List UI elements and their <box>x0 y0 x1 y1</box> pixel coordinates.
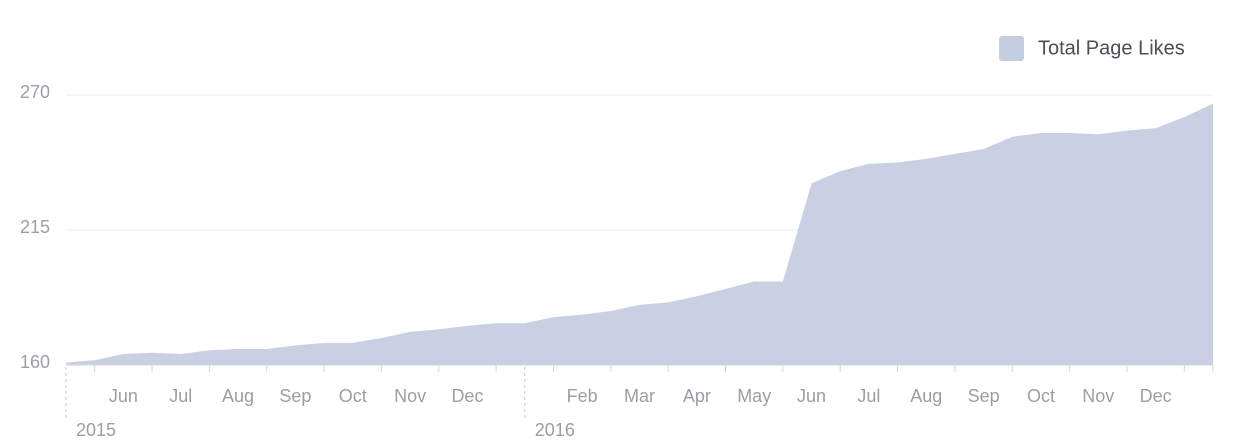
x-tick-label: Oct <box>339 386 367 406</box>
x-tick-label: Mar <box>624 386 655 406</box>
x-tick-label: Dec <box>451 386 483 406</box>
x-tick-label: Jun <box>109 386 138 406</box>
x-tick-label: Feb <box>567 386 598 406</box>
x-tick-label: Aug <box>222 386 254 406</box>
x-tick-label: Jun <box>797 386 826 406</box>
legend-label: Total Page Likes <box>1038 37 1185 59</box>
y-tick-label: 215 <box>20 217 50 237</box>
area <box>66 103 1213 365</box>
year-label: 2016 <box>535 420 575 440</box>
x-tick-label: Dec <box>1140 386 1172 406</box>
y-tick-label: 160 <box>20 352 50 372</box>
y-tick-label: 270 <box>20 82 50 102</box>
x-tick-label: Jul <box>169 386 192 406</box>
x-tick-label: May <box>737 386 771 406</box>
x-tick-label: Oct <box>1027 386 1055 406</box>
x-tick-label: Nov <box>394 386 426 406</box>
year-label: 2015 <box>76 420 116 440</box>
x-tick-label: Sep <box>968 386 1000 406</box>
x-tick-label: Aug <box>910 386 942 406</box>
x-tick-label: Apr <box>683 386 711 406</box>
legend-swatch <box>999 36 1024 61</box>
x-tick-label: Jul <box>857 386 880 406</box>
x-tick-label: Sep <box>279 386 311 406</box>
x-tick-label: Nov <box>1082 386 1114 406</box>
